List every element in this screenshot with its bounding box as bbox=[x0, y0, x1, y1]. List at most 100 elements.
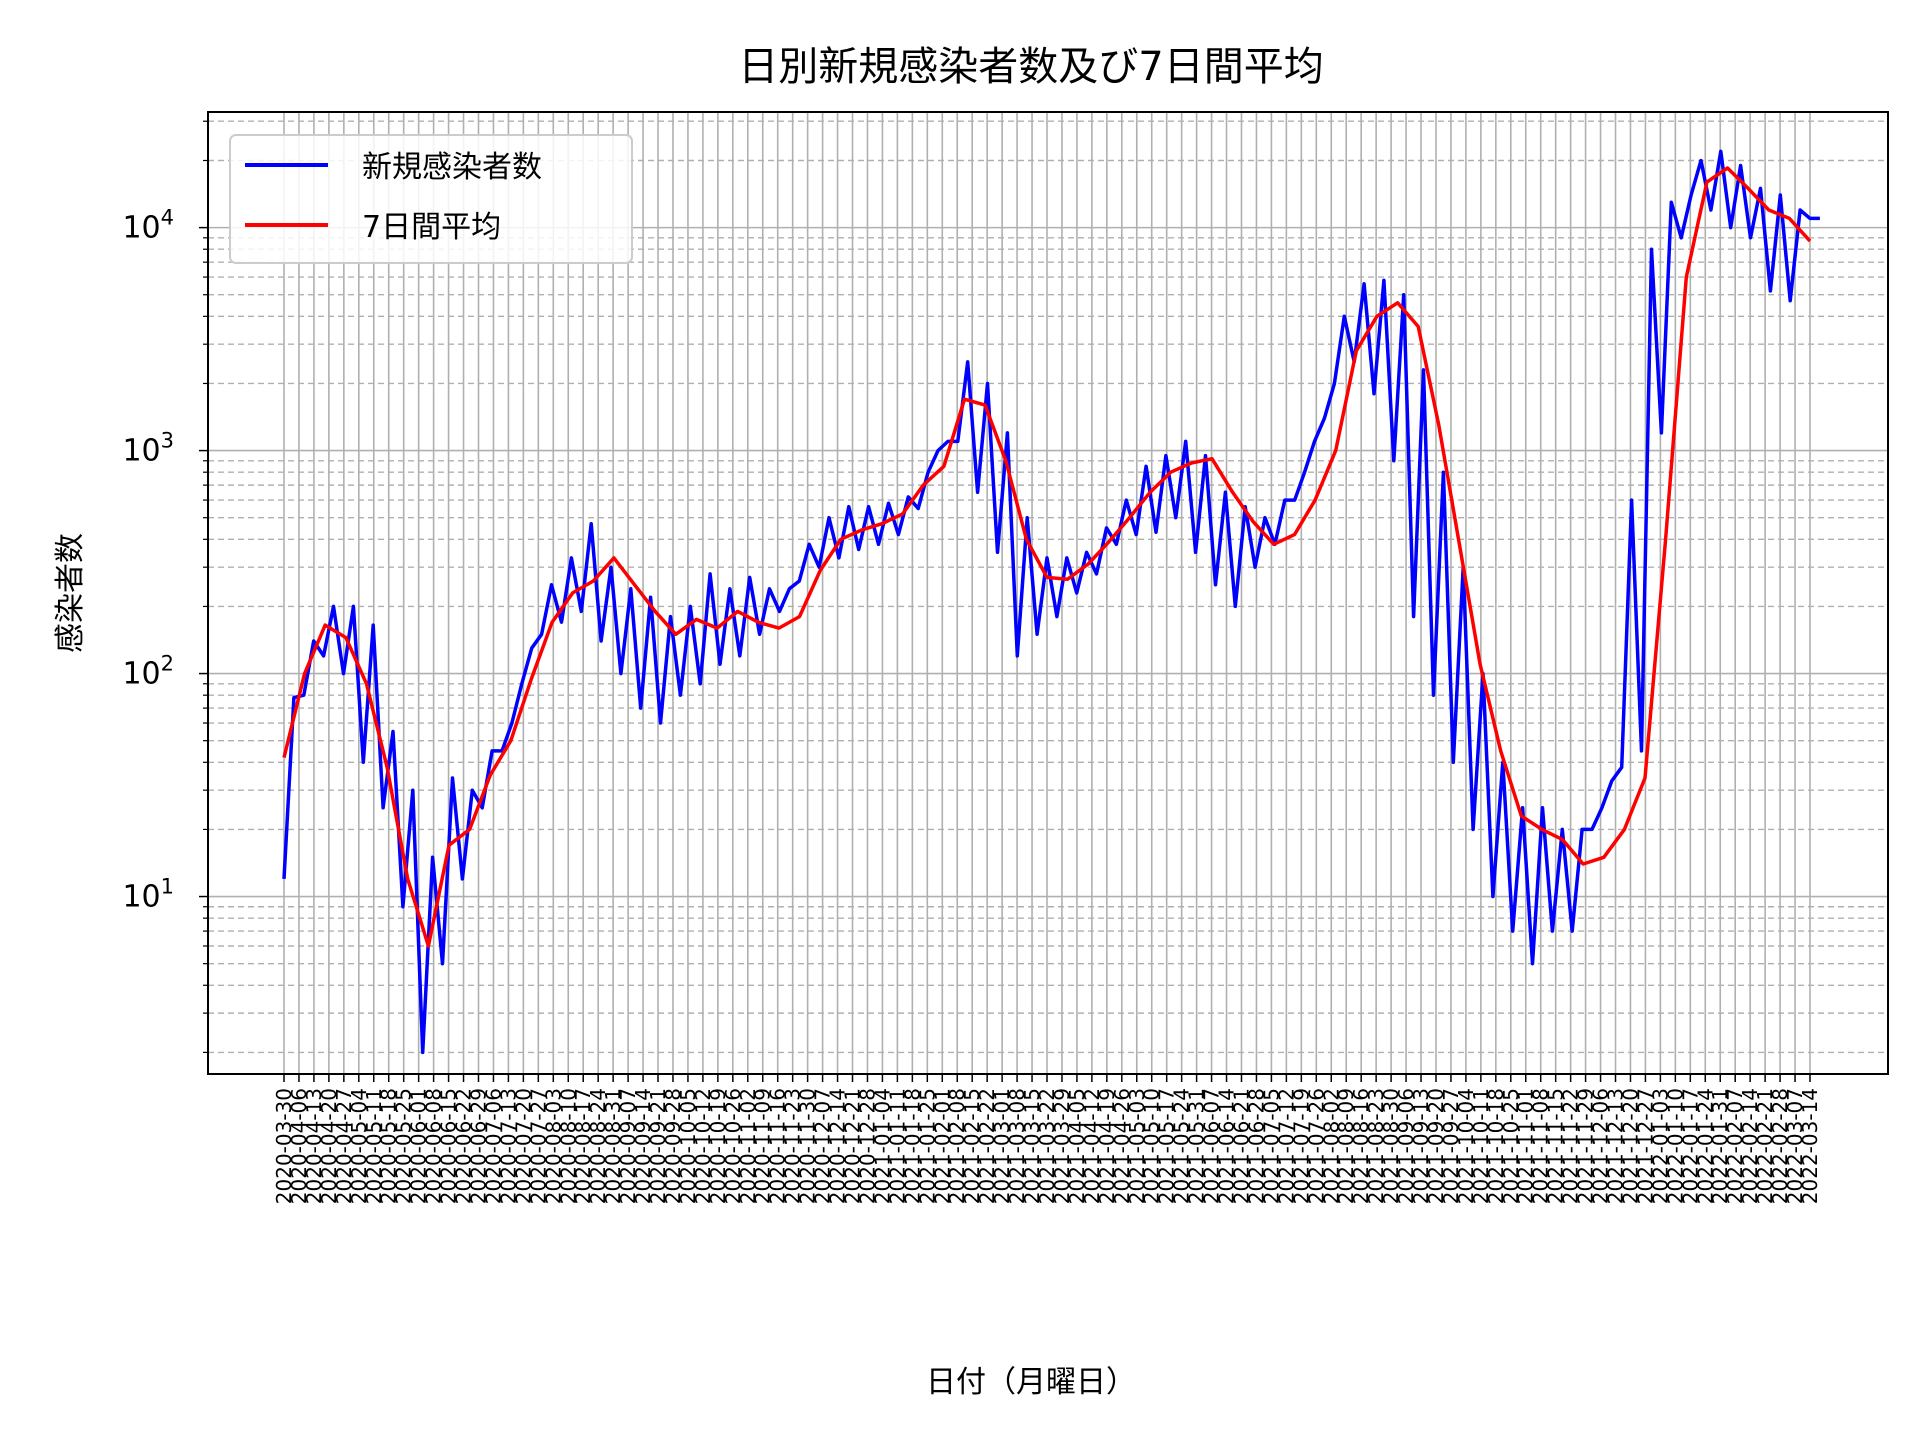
x-tick-label: 2020-11-02 bbox=[736, 1088, 760, 1204]
x-tick-label: 2022-01-17 bbox=[1678, 1088, 1702, 1204]
x-tick-label: 2022-01-03 bbox=[1648, 1088, 1672, 1204]
x-tick-label: 2020-09-21 bbox=[646, 1088, 670, 1204]
x-tick-label: 2020-11-30 bbox=[796, 1088, 820, 1204]
x-tick-label: 2021-08-30 bbox=[1379, 1088, 1403, 1204]
x-tick-label: 2021-07-05 bbox=[1259, 1088, 1283, 1204]
x-tick-label: 2021-05-03 bbox=[1125, 1088, 1149, 1204]
y-tick-label: 104 bbox=[122, 206, 174, 246]
x-tick-label: 2021-03-08 bbox=[1005, 1088, 1029, 1204]
legend-label-daily: 新規感染者数 bbox=[362, 150, 542, 185]
legend-box bbox=[229, 134, 633, 264]
x-tick-label: 2021-10-25 bbox=[1499, 1088, 1523, 1204]
x-tick-label: 2022-01-24 bbox=[1693, 1088, 1717, 1204]
x-tick-label: 2020-11-09 bbox=[751, 1088, 775, 1204]
x-tick-label: 2020-08-17 bbox=[571, 1088, 595, 1204]
x-tick-label: 2022-02-21 bbox=[1753, 1088, 1777, 1204]
x-tick-label: 2021-04-26 bbox=[1110, 1088, 1134, 1204]
x-tick-label: 2020-05-25 bbox=[392, 1088, 416, 1204]
x-tick-label: 2022-03-07 bbox=[1783, 1088, 1807, 1204]
x-tick-label: 2021-10-18 bbox=[1484, 1088, 1508, 1204]
x-tick-label: 2020-09-07 bbox=[616, 1088, 640, 1204]
x-tick-label: 2020-07-13 bbox=[496, 1088, 520, 1204]
x-tick-label: 2020-11-23 bbox=[781, 1088, 805, 1204]
x-tick-label: 2020-04-20 bbox=[317, 1088, 341, 1204]
x-tick-label: 2021-11-15 bbox=[1544, 1088, 1568, 1204]
x-tick-label: 2020-10-05 bbox=[676, 1088, 700, 1204]
x-tick-label: 2021-09-13 bbox=[1409, 1088, 1433, 1204]
y-tick-label: 103 bbox=[122, 429, 174, 469]
series-line-daily bbox=[282, 149, 1820, 1055]
x-tick-label: 2021-10-11 bbox=[1469, 1088, 1493, 1204]
x-tick-label: 2022-03-14 bbox=[1798, 1088, 1822, 1204]
series-group bbox=[282, 149, 1820, 1055]
x-tick-label: 2021-12-13 bbox=[1604, 1088, 1628, 1204]
x-tick-label: 2020-03-30 bbox=[272, 1088, 296, 1204]
grid bbox=[208, 112, 1888, 1074]
x-tick-label: 2021-04-12 bbox=[1080, 1088, 1104, 1204]
x-axis: 2020-03-302020-04-062020-04-132020-04-20… bbox=[272, 1074, 1822, 1204]
x-tick-label: 2020-04-06 bbox=[287, 1088, 311, 1204]
x-tick-label: 2020-07-27 bbox=[526, 1088, 550, 1204]
x-tick-label: 2022-02-07 bbox=[1723, 1088, 1747, 1204]
x-tick-label: 2020-12-07 bbox=[811, 1088, 835, 1204]
x-tick-label: 2021-06-07 bbox=[1200, 1088, 1224, 1204]
x-tick-label: 2021-07-12 bbox=[1274, 1088, 1298, 1204]
x-axis-label: 日付（月曜日） bbox=[926, 1365, 1136, 1400]
x-tick-label: 2020-06-15 bbox=[437, 1088, 461, 1204]
x-tick-label: 2020-09-14 bbox=[631, 1088, 655, 1204]
x-tick-label: 2020-07-06 bbox=[481, 1088, 505, 1204]
x-tick-label: 2021-08-23 bbox=[1364, 1088, 1388, 1204]
x-tick-label: 2021-09-27 bbox=[1439, 1088, 1463, 1204]
plot-frame bbox=[207, 111, 1889, 1075]
x-tick-label: 2020-10-19 bbox=[706, 1088, 730, 1204]
x-tick-label: 2020-05-11 bbox=[362, 1088, 386, 1204]
x-tick-label: 2021-01-11 bbox=[885, 1088, 909, 1204]
x-tick-label: 2021-12-06 bbox=[1589, 1088, 1613, 1204]
x-tick-label: 2020-12-14 bbox=[826, 1088, 850, 1204]
x-tick-label: 2020-07-20 bbox=[511, 1088, 535, 1204]
x-tick-label: 2020-08-24 bbox=[586, 1088, 610, 1204]
x-tick-label: 2021-03-29 bbox=[1050, 1088, 1074, 1204]
x-tick-label: 2020-06-01 bbox=[407, 1088, 431, 1204]
x-tick-label: 2022-01-31 bbox=[1708, 1088, 1732, 1204]
x-tick-label: 2021-01-25 bbox=[915, 1088, 939, 1204]
y-tick-label: 102 bbox=[122, 652, 174, 692]
x-tick-label: 2021-06-28 bbox=[1244, 1088, 1268, 1204]
x-tick-label: 2021-01-04 bbox=[870, 1088, 894, 1204]
legend: 新規感染者数 7日間平均 bbox=[229, 134, 633, 264]
x-tick-label: 2021-07-26 bbox=[1304, 1088, 1328, 1204]
x-tick-label: 2021-04-05 bbox=[1065, 1088, 1089, 1204]
x-tick-label: 2020-08-31 bbox=[601, 1088, 625, 1204]
x-tick-label: 2020-08-10 bbox=[556, 1088, 580, 1204]
x-tick-label: 2021-07-19 bbox=[1289, 1088, 1313, 1204]
legend-label-average: 7日間平均 bbox=[362, 210, 501, 245]
x-tick-label: 2020-06-08 bbox=[422, 1088, 446, 1204]
x-tick-label: 2021-11-08 bbox=[1529, 1088, 1553, 1204]
x-tick-label: 2021-08-16 bbox=[1349, 1088, 1373, 1204]
x-tick-label: 2021-03-22 bbox=[1035, 1088, 1059, 1204]
x-tick-label: 2021-08-02 bbox=[1319, 1088, 1343, 1204]
x-tick-label: 2021-06-14 bbox=[1215, 1088, 1239, 1204]
x-tick-label: 2020-11-16 bbox=[766, 1088, 790, 1204]
x-tick-label: 2021-05-24 bbox=[1170, 1088, 1194, 1204]
x-tick-label: 2020-06-22 bbox=[452, 1088, 476, 1204]
x-tick-label: 2020-12-21 bbox=[841, 1088, 865, 1204]
x-tick-label: 2020-10-12 bbox=[691, 1088, 715, 1204]
y-axis: 101 102 103 104 bbox=[122, 120, 208, 1053]
x-tick-label: 2021-05-17 bbox=[1155, 1088, 1179, 1204]
x-tick-label: 2022-02-28 bbox=[1768, 1088, 1792, 1204]
x-tick-label: 2020-04-13 bbox=[302, 1088, 326, 1204]
x-tick-label: 2021-06-21 bbox=[1229, 1088, 1253, 1204]
x-tick-label: 2021-02-01 bbox=[930, 1088, 954, 1204]
x-tick-label: 2021-03-15 bbox=[1020, 1088, 1044, 1204]
x-tick-label: 2020-05-04 bbox=[347, 1088, 371, 1204]
x-tick-label: 2021-01-18 bbox=[900, 1088, 924, 1204]
x-tick-label: 2021-02-08 bbox=[945, 1088, 969, 1204]
x-tick-label: 2020-12-28 bbox=[855, 1088, 879, 1204]
x-tick-label: 2021-04-19 bbox=[1095, 1088, 1119, 1204]
x-tick-label: 2021-11-01 bbox=[1514, 1088, 1538, 1204]
x-tick-label: 2021-05-10 bbox=[1140, 1088, 1164, 1204]
y-axis-label: 感染者数 bbox=[53, 533, 88, 653]
x-tick-label: 2021-02-22 bbox=[975, 1088, 999, 1204]
